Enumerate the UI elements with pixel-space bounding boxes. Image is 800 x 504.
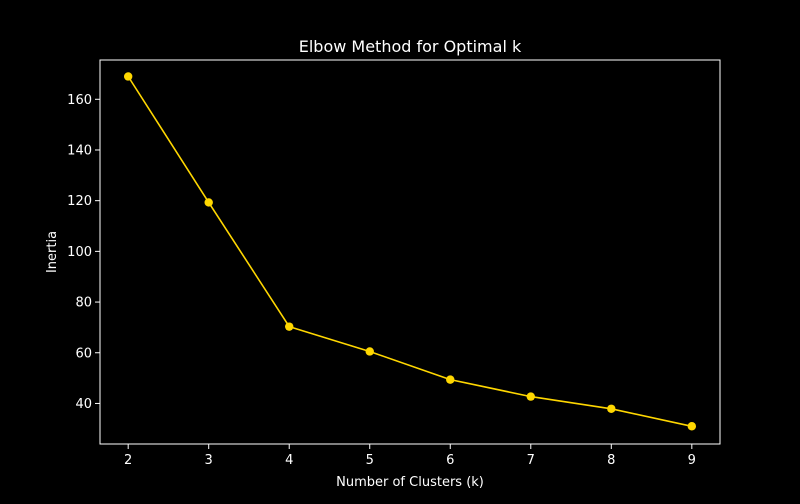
y-axis-label: Inertia xyxy=(45,231,60,273)
x-tick-label: 7 xyxy=(527,453,535,468)
x-tick-label: 9 xyxy=(688,453,696,468)
data-point xyxy=(123,72,133,81)
y-tick-label: 80 xyxy=(75,296,92,311)
series-line xyxy=(127,76,692,428)
x-tick-label: 3 xyxy=(205,453,213,468)
y-tick-label: 60 xyxy=(75,346,92,361)
chart-title: Elbow Method for Optimal k xyxy=(299,37,522,56)
data-point xyxy=(365,347,374,356)
y-tick-label: 140 xyxy=(67,143,92,158)
plot-frame xyxy=(99,59,721,445)
x-axis-label: Number of Clusters (k) xyxy=(336,475,484,490)
data-point xyxy=(526,392,535,401)
y-tick-label: 160 xyxy=(67,93,92,108)
y-tick-label: 120 xyxy=(67,194,92,209)
x-axis-ticks: 2 3 4 5 6 7 8 9 xyxy=(124,444,696,468)
x-tick-label: 8 xyxy=(607,453,615,468)
x-tick-label: 4 xyxy=(285,453,293,468)
data-point xyxy=(607,404,616,413)
y-axis-ticks: 40 60 80 100 120 140 160 xyxy=(67,93,100,412)
data-point xyxy=(204,198,213,207)
y-tick-label: 100 xyxy=(67,245,92,260)
series-layer xyxy=(123,72,697,431)
data-point xyxy=(285,322,294,331)
x-tick-label: 2 xyxy=(124,453,132,468)
y-tick-label: 40 xyxy=(75,397,92,412)
x-tick-label: 5 xyxy=(366,453,374,468)
x-tick-label: 6 xyxy=(446,453,454,468)
data-point xyxy=(687,422,697,431)
data-point xyxy=(446,375,455,384)
